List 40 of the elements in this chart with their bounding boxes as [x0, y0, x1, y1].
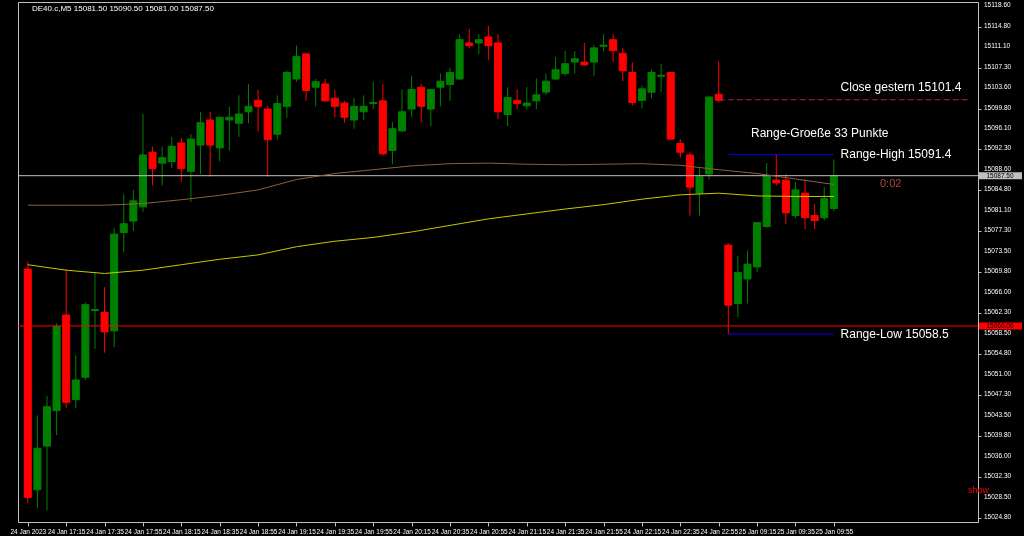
candlestick: [772, 153, 781, 187]
candlestick: [589, 44, 598, 77]
candlestick: [474, 33, 483, 55]
candlestick: [676, 138, 685, 159]
series-label: Range-Low 15058.5: [840, 327, 949, 342]
candlestick: [570, 50, 579, 75]
candlestick: [407, 75, 416, 118]
candlestick: [618, 47, 627, 82]
candlestick: [513, 88, 522, 110]
candlestick: [158, 146, 167, 187]
candlestick: [244, 83, 253, 124]
chart-title: DE40.c,M5 15081.50 15090.50 15081.00 15087.50: [32, 4, 215, 13]
candlestick: [820, 186, 829, 221]
candlestick: [359, 94, 368, 121]
candlestick: [167, 136, 176, 169]
series-label: Close gestern 15101.4: [840, 79, 962, 94]
candlestick: [465, 28, 474, 49]
series-label: Range-High 15091.4: [840, 147, 952, 162]
candlestick: [321, 78, 330, 103]
candlestick: [234, 94, 243, 138]
candlestick: [426, 88, 435, 127]
candlestick: [369, 81, 378, 110]
candlestick: [609, 33, 618, 63]
candlestick: [311, 78, 320, 107]
candlestick: [71, 354, 80, 409]
candlestick: [148, 146, 157, 187]
candlestick: [417, 83, 426, 124]
candlestick: [350, 97, 359, 130]
candlestick: [541, 73, 550, 96]
candlestick: [522, 86, 531, 110]
candlestick: [810, 203, 819, 230]
candlestick: [714, 61, 723, 103]
candlestick: [254, 89, 263, 132]
candlestick: [119, 193, 128, 253]
annotation: 0:02: [880, 177, 902, 189]
annotation: Range-Groeße 33 Punkte: [751, 126, 889, 140]
candlestick: [580, 42, 589, 67]
candlestick: [532, 77, 541, 110]
candlestick: [695, 166, 704, 217]
candlestick: [503, 86, 512, 127]
